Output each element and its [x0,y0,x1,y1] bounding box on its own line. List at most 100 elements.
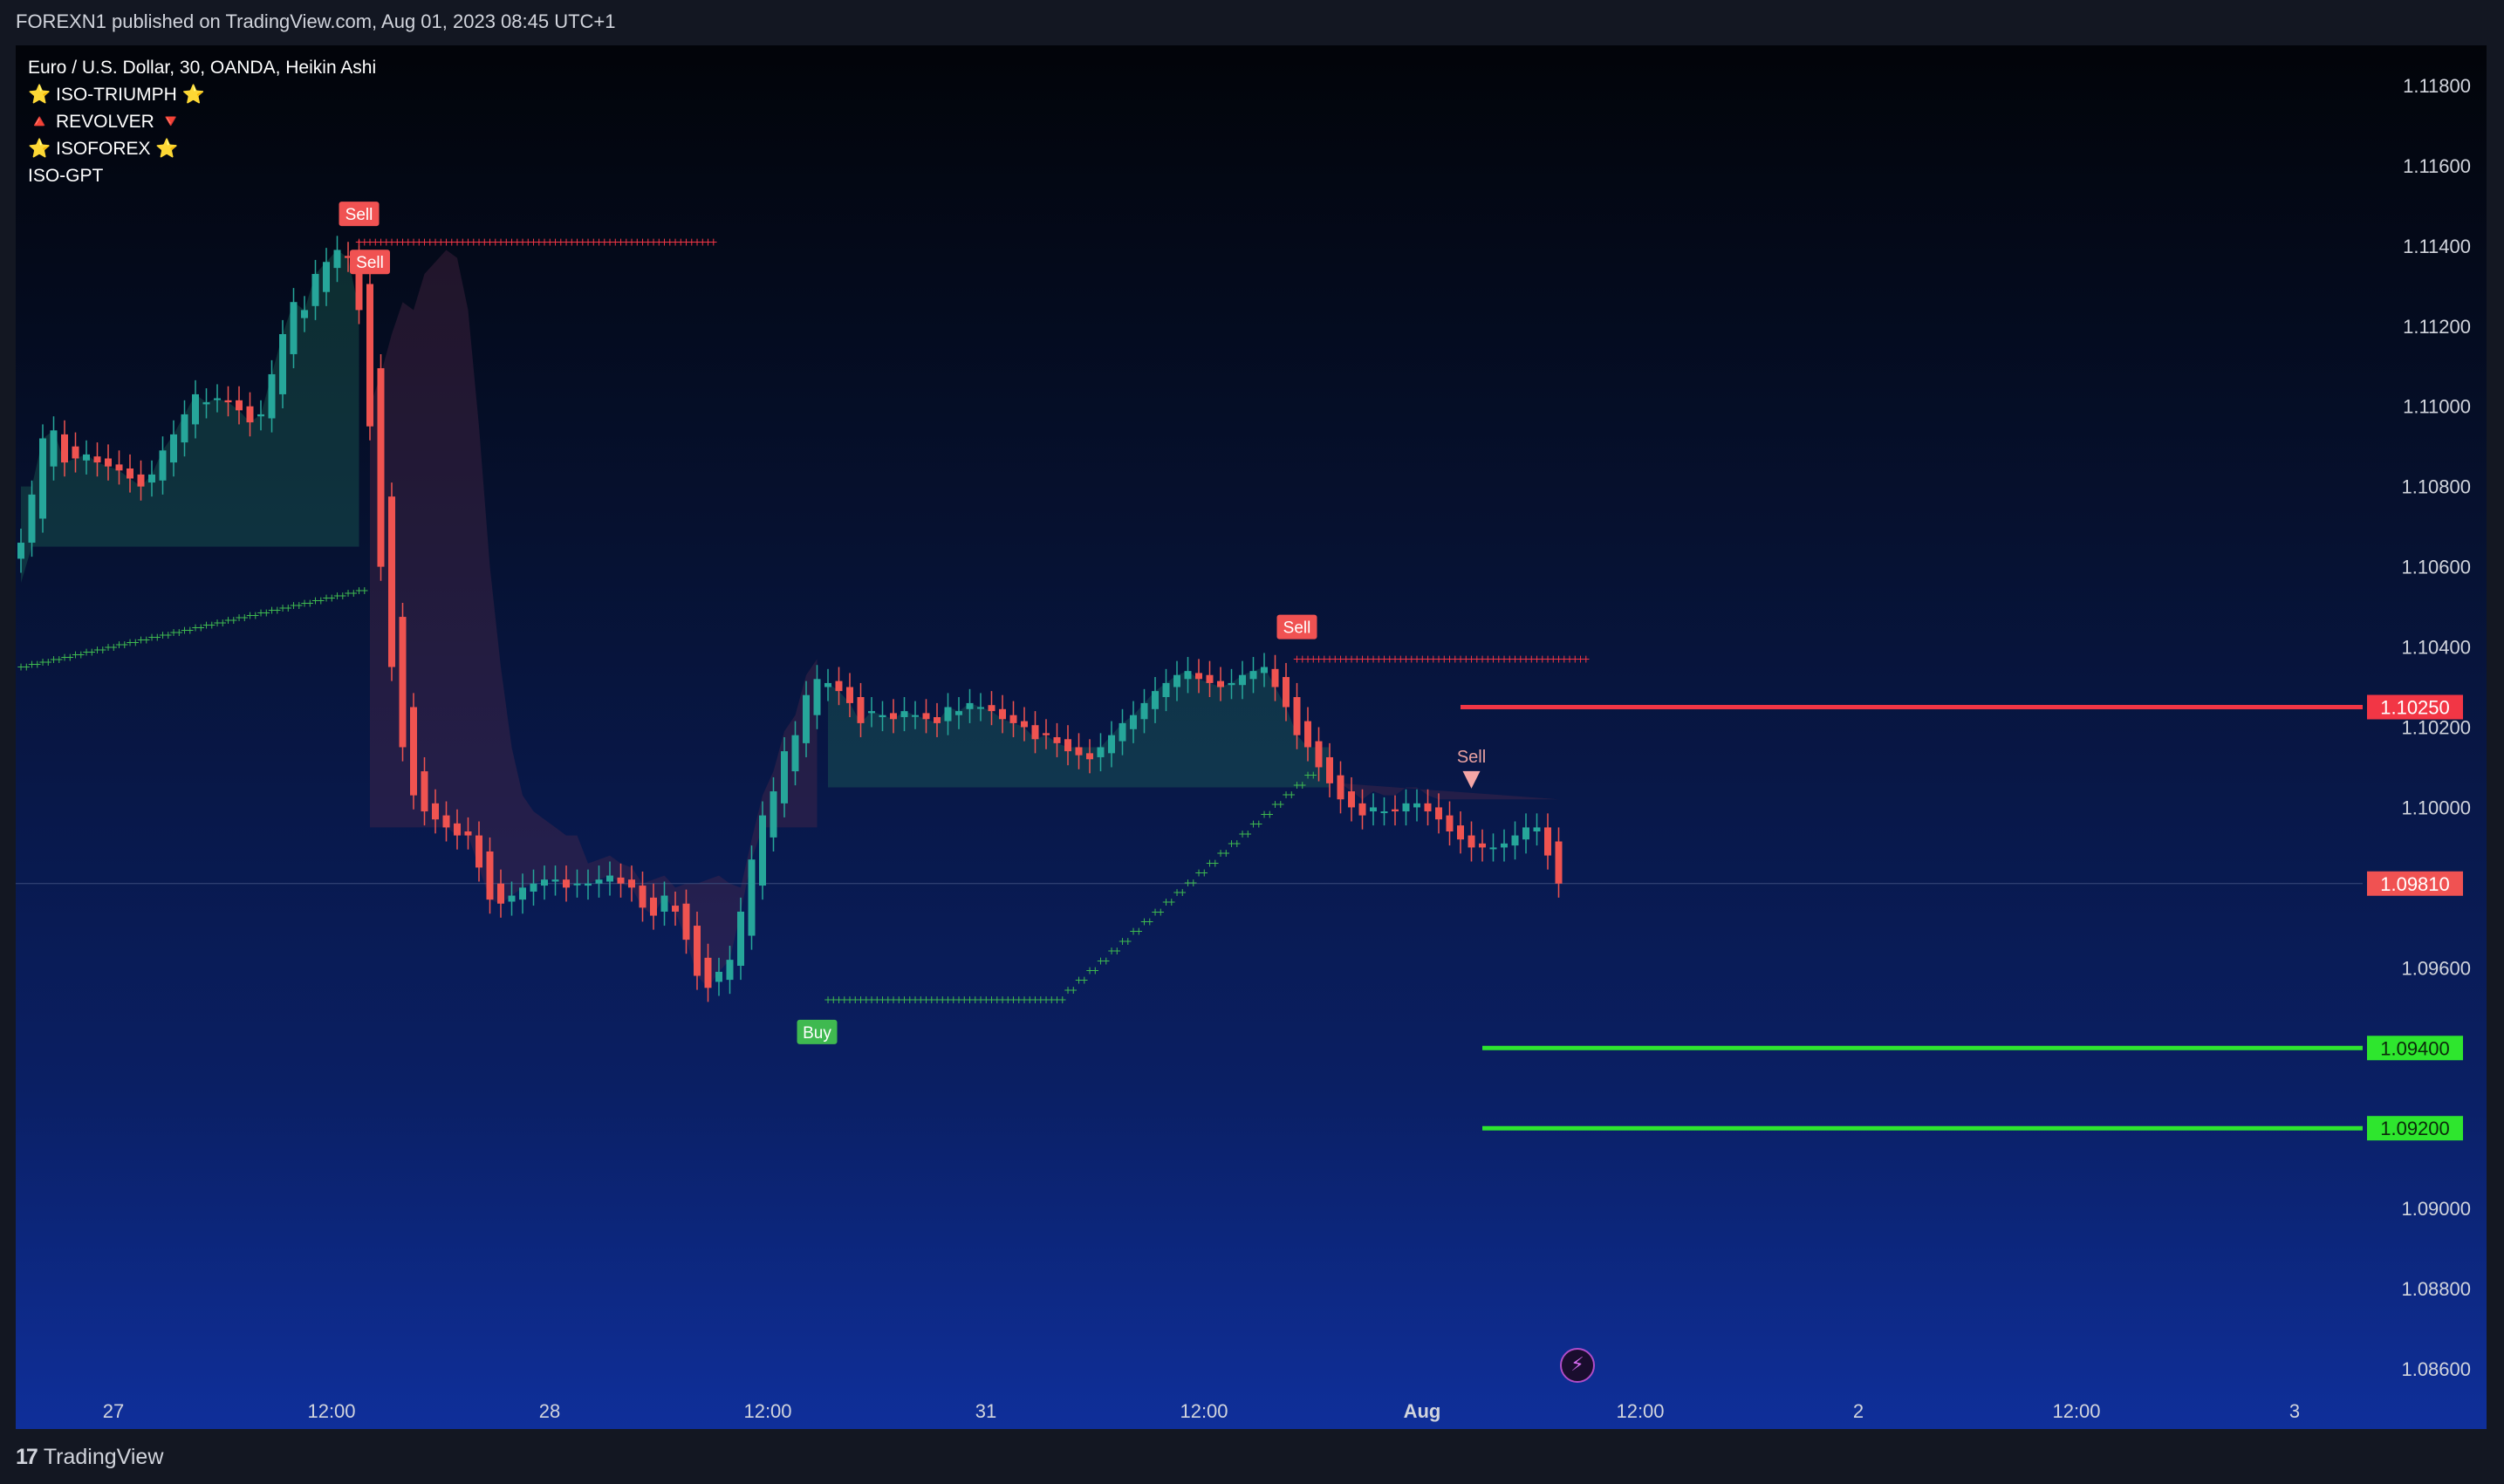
candle-body[interactable] [1402,803,1410,812]
candle-body[interactable] [803,694,810,743]
chart-canvas[interactable]: ++++++++++++++++++++++++++++++++++++++++… [16,45,2487,1429]
candle-body[interactable] [1435,807,1442,820]
candle-body[interactable] [781,751,788,804]
candle-body[interactable] [486,851,494,900]
candle-body[interactable] [28,494,36,544]
candle-body[interactable] [999,708,1006,720]
candle-body[interactable] [192,393,199,425]
candle-body[interactable] [1315,741,1323,768]
candle-body[interactable] [595,879,603,884]
candle-body[interactable] [1304,721,1311,748]
candle-body[interactable] [704,957,712,988]
candle-body[interactable] [660,895,668,912]
candle-body[interactable] [148,474,155,483]
candle-body[interactable] [1064,739,1071,752]
buy-signal-badge[interactable] [797,1019,838,1044]
candle-body[interactable] [835,680,843,692]
candle-body[interactable] [759,815,766,886]
candle-body[interactable] [1337,775,1344,800]
candle-body[interactable] [279,333,286,394]
candle-body[interactable] [421,771,428,812]
candle-body[interactable] [585,883,592,886]
candle-body[interactable] [1009,715,1017,723]
candle-body[interactable] [519,887,526,900]
candle-body[interactable] [105,458,112,467]
candle-body[interactable] [475,835,482,868]
candle-body[interactable] [857,697,865,723]
candle-body[interactable] [39,438,46,519]
candle-body[interactable] [1424,803,1432,812]
indicator-isoforex[interactable]: ⭐ ISOFOREX ⭐ [28,139,179,159]
candle-body[interactable] [399,617,407,748]
candle-body[interactable] [1533,827,1541,832]
candle-body[interactable] [333,250,341,269]
candle-body[interactable] [955,711,962,715]
candle-body[interactable] [170,434,177,463]
candle-body[interactable] [1075,747,1083,756]
candle-body[interactable] [377,368,385,567]
candle-body[interactable] [563,879,570,888]
candle-body[interactable] [1097,747,1105,757]
candle-body[interactable] [1511,835,1519,846]
candle-body[interactable] [900,711,908,717]
candle-body[interactable] [1457,825,1464,840]
candle-body[interactable] [214,398,221,400]
candle-body[interactable] [1031,725,1039,740]
candle-body[interactable] [715,971,722,982]
candle-body[interactable] [1544,827,1551,856]
candle-body[interactable] [1249,671,1257,680]
price-label-badge[interactable] [2367,871,2463,896]
candle-body[interactable] [202,402,210,405]
candle-body[interactable] [1261,667,1268,674]
candle-body[interactable] [922,713,930,720]
candle-body[interactable] [977,707,984,709]
candle-body[interactable] [1446,815,1454,832]
candle-body[interactable] [93,456,101,463]
candle-body[interactable] [83,454,90,461]
candle-body[interactable] [366,284,373,427]
candle-body[interactable] [1348,791,1355,808]
candle-body[interactable] [388,496,395,667]
indicator-iso-gpt[interactable]: ISO-GPT [28,166,104,186]
candle-body[interactable] [639,886,647,908]
candle-body[interactable] [246,406,254,423]
candle-body[interactable] [1086,753,1093,760]
candle-body[interactable] [1021,721,1028,728]
candle-body[interactable] [301,310,308,318]
candle-body[interactable] [1206,674,1214,683]
candle-body[interactable] [672,906,679,912]
candle-body[interactable] [966,702,974,709]
candle-body[interactable] [508,895,516,902]
candle-body[interactable] [617,877,625,884]
indicator-iso-triumph[interactable]: ⭐ ISO-TRIUMPH ⭐ [28,85,205,105]
candle-body[interactable] [1326,756,1333,783]
candle-body[interactable] [1043,733,1050,735]
candle-body[interactable] [1283,677,1290,708]
candle-body[interactable] [257,414,264,417]
candle-body[interactable] [606,875,613,882]
candle-body[interactable] [1468,835,1475,848]
candle-body[interactable] [311,274,319,306]
candle-body[interactable] [159,450,167,481]
candle-body[interactable] [879,715,886,717]
candle-body[interactable] [1130,715,1137,729]
candle-body[interactable] [1293,697,1301,735]
tradingview-logo[interactable]: 17 TradingView [16,1445,163,1470]
candle-body[interactable] [137,474,145,487]
sell-signal-badge[interactable] [1276,614,1317,639]
candle-body[interactable] [791,735,799,772]
indicator-revolver[interactable]: 🔺 REVOLVER 🔻 [28,112,182,132]
candle-body[interactable] [1119,722,1126,742]
candle-body[interactable] [1239,674,1246,686]
candle-body[interactable] [410,707,417,796]
price-label-badge[interactable] [2367,1036,2463,1061]
chart-panel[interactable]: + + + + + + + + + + + + + + + + + + + + + + + + + + + + + + + + + + + + + + + +… [16,45,2487,1429]
candle-body[interactable] [628,879,635,888]
candle-body[interactable] [1555,841,1563,884]
candle-body[interactable] [1479,843,1486,848]
candle-body[interactable] [530,883,537,892]
candle-body[interactable] [650,897,657,916]
candle-body[interactable] [934,717,941,723]
candle-body[interactable] [748,859,756,936]
candle-body[interactable] [770,791,777,838]
